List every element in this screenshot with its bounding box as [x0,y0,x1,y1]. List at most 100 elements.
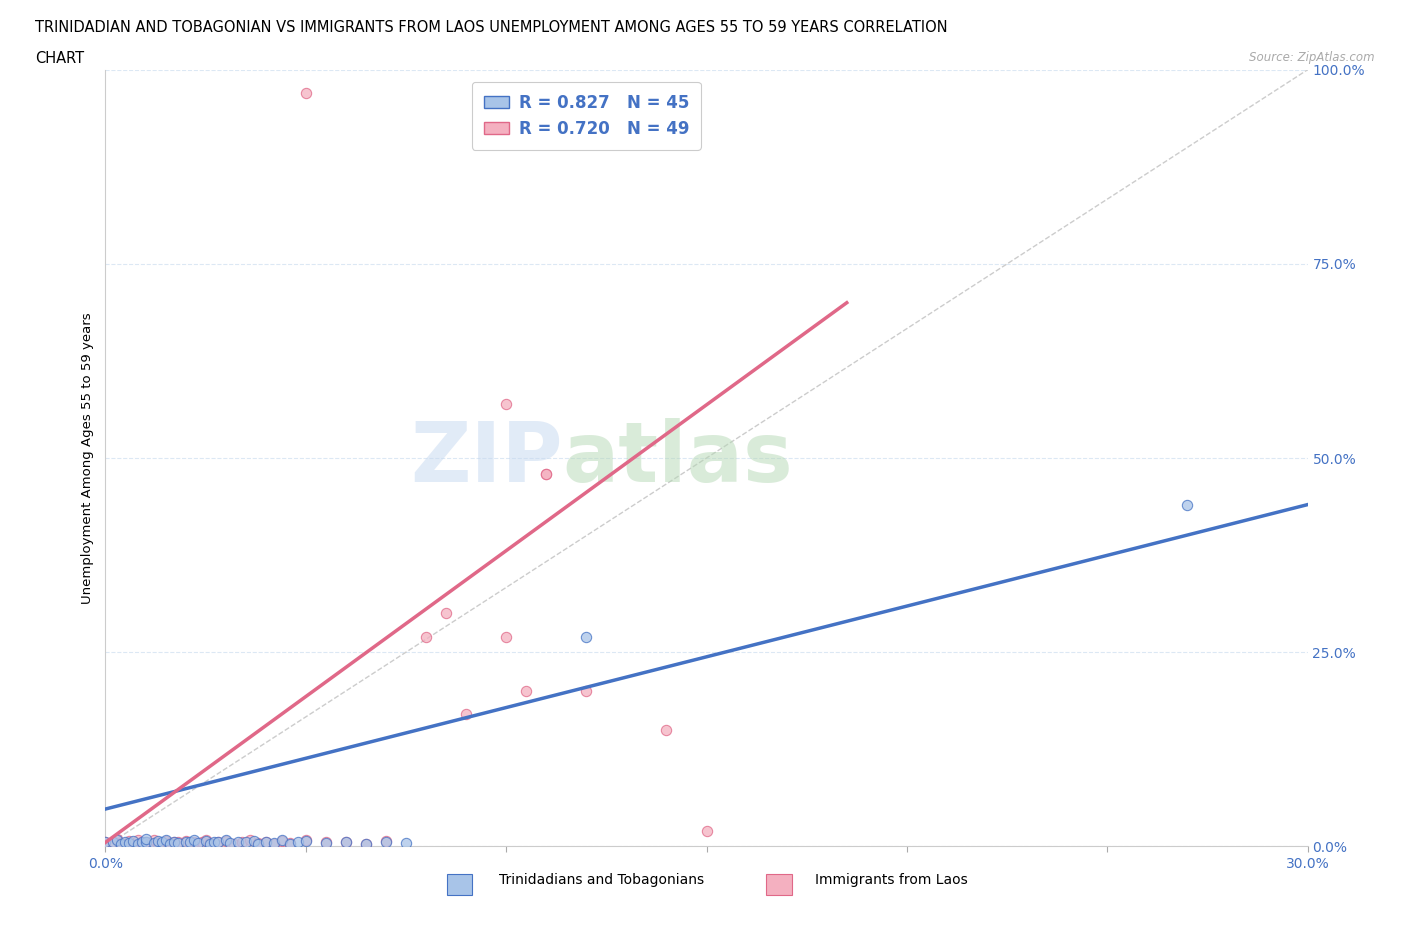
Point [655,723,678,737]
Point [183,834,205,849]
Point [214,833,236,848]
Point [138,836,160,851]
Point [94,835,117,850]
Point [142,836,165,851]
Point [1177,498,1199,512]
Point [155,833,177,848]
Point [254,834,277,849]
Point [263,836,285,851]
Point [122,836,145,851]
Point [226,834,249,849]
Point [190,835,212,850]
Point [246,836,269,851]
Point [254,834,277,849]
Point [150,835,173,850]
Text: TRINIDADIAN AND TOBAGONIAN VS IMMIGRANTS FROM LAOS UNEMPLOYMENT AMONG AGES 55 TO: TRINIDADIAN AND TOBAGONIAN VS IMMIGRANTS… [35,20,948,35]
Point [315,835,337,850]
Point [374,835,398,850]
Point [214,832,236,847]
Point [696,823,718,838]
Point [194,832,217,847]
Text: Source: ZipAtlas.com: Source: ZipAtlas.com [1250,51,1375,64]
Point [135,831,157,846]
Point [239,832,262,847]
Point [103,835,125,850]
Point [295,833,318,848]
Point [198,836,221,851]
Point [107,832,129,847]
Point [270,832,292,847]
Point [174,834,197,849]
Point [235,835,257,850]
Point [198,836,221,851]
Point [166,835,188,850]
Point [495,396,517,411]
Point [127,832,149,847]
Point [179,835,201,850]
Text: Immigrants from Laos: Immigrants from Laos [815,872,969,886]
Point [118,833,141,848]
Point [202,834,225,849]
Point [155,832,177,847]
Point [187,836,209,851]
Point [103,835,125,850]
Point [295,832,318,847]
Point [278,836,301,851]
Point [110,836,132,851]
Point [354,836,377,851]
Point [278,836,301,851]
Point [183,832,205,847]
Text: CHART: CHART [35,51,84,66]
Point [194,833,217,848]
Y-axis label: Unemployment Among Ages 55 to 59 years: Unemployment Among Ages 55 to 59 years [82,312,94,604]
Point [354,836,377,851]
Point [515,684,537,698]
Point [179,836,201,851]
Point [315,836,337,851]
Point [434,606,457,621]
Point [162,834,184,849]
Text: ZIP: ZIP [409,418,562,498]
Point [207,835,229,850]
Point [207,834,229,849]
Point [135,835,157,850]
Point [166,836,188,851]
Point [222,836,245,851]
Point [146,836,169,851]
Point [162,834,184,849]
Point [118,836,141,851]
Point [246,836,269,851]
Point [374,833,398,848]
Point [142,832,165,847]
Point [263,836,285,851]
Point [242,833,264,848]
Point [131,834,153,849]
Point [107,831,129,846]
Point [135,834,157,849]
Point [146,833,169,848]
Point [454,707,477,722]
Point [295,86,318,100]
Point [110,836,132,851]
Point [495,630,517,644]
Point [287,835,309,850]
Point [159,836,181,851]
Point [395,836,418,851]
Point [159,836,181,851]
Text: atlas: atlas [562,418,793,498]
Text: Trinidadians and Tobagonians: Trinidadians and Tobagonians [499,872,704,886]
Point [94,834,117,849]
Point [270,833,292,848]
Point [127,836,149,851]
Point [534,466,557,481]
Point [575,630,598,644]
Point [122,833,145,848]
Point [114,834,136,849]
Point [131,835,153,850]
Point [335,834,357,849]
Point [415,630,437,644]
Point [231,835,253,850]
Point [174,833,197,848]
Point [575,684,598,698]
Point [335,834,357,849]
